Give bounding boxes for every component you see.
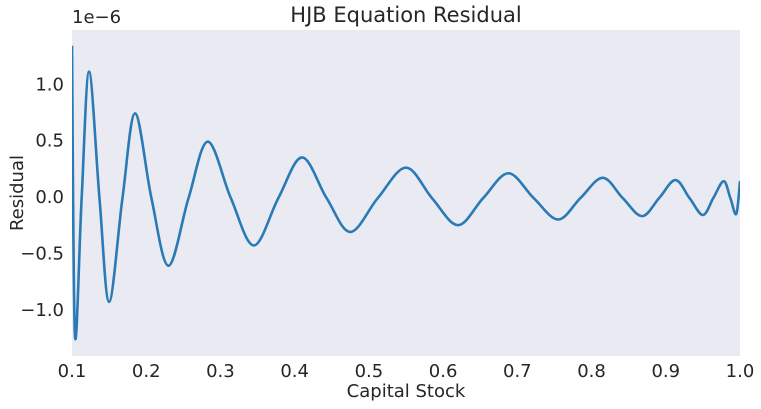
- y-tick-label: 0.0: [35, 187, 64, 208]
- x-tick-label: 0.3: [206, 361, 235, 382]
- y-axis-label: Residual: [7, 155, 28, 231]
- y-tick-label: 0.5: [35, 131, 64, 152]
- x-tick-label: 0.9: [651, 361, 680, 382]
- x-axis-label: Capital Stock: [347, 381, 466, 402]
- chart-title: HJB Equation Residual: [290, 3, 521, 27]
- y-tick-label: 1.0: [35, 74, 64, 95]
- offset-label: 1e−6: [72, 7, 121, 28]
- x-tick-label: 0.5: [355, 361, 384, 382]
- x-tick-label: 0.2: [132, 361, 161, 382]
- x-tick-label: 0.8: [577, 361, 606, 382]
- y-tick-label: −0.5: [20, 243, 64, 264]
- y-tick-label: −1.0: [20, 300, 64, 321]
- line: [72, 45, 740, 341]
- x-tick-label: 0.7: [503, 361, 532, 382]
- plot-area: [72, 30, 740, 356]
- x-tick-label: 1.0: [726, 361, 755, 382]
- x-tick-label: 0.6: [429, 361, 458, 382]
- x-tick-label: 0.4: [280, 361, 309, 382]
- x-tick-label: 0.1: [58, 361, 87, 382]
